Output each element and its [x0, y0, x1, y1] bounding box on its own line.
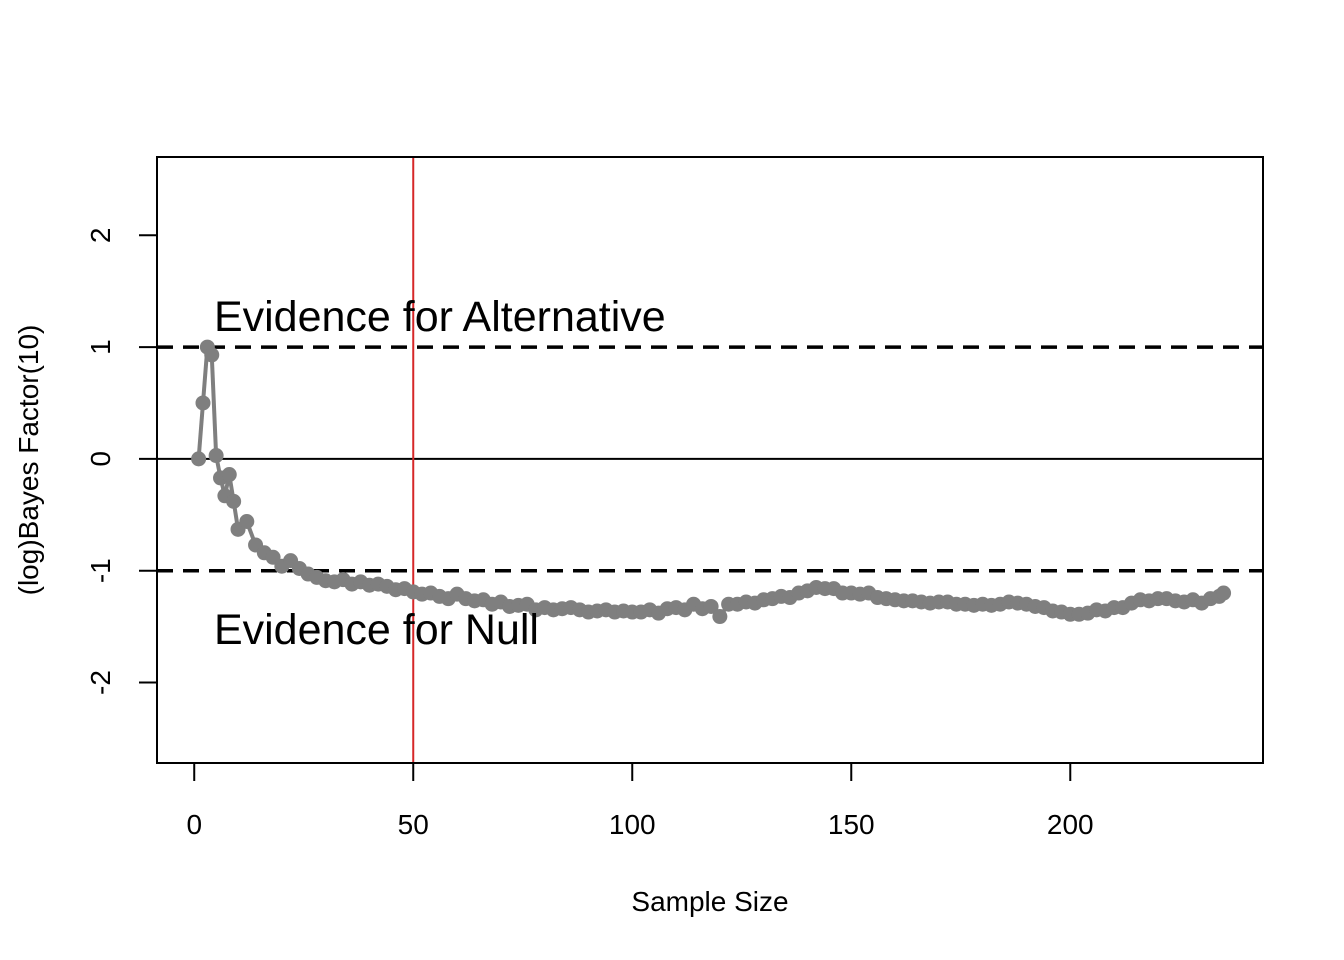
- x-tick-label: 50: [398, 809, 429, 840]
- y-tick-label: -1: [85, 558, 116, 583]
- plot-frame: [156, 156, 1264, 764]
- x-tick-label: 150: [828, 809, 875, 840]
- series-segment: [209, 354, 219, 456]
- data-series: [191, 339, 1232, 625]
- data-point: [712, 609, 728, 625]
- y-axis-title: (log)Bayes Factor(10): [13, 325, 44, 596]
- x-tick-label: 0: [186, 809, 202, 840]
- x-tick-label: 100: [609, 809, 656, 840]
- data-point: [195, 395, 211, 411]
- data-point: [204, 347, 220, 363]
- annotation-null: Evidence for Null: [214, 606, 539, 654]
- y-tick-label: 2: [85, 227, 116, 243]
- data-point: [221, 467, 237, 483]
- annotation-alternative: Evidence for Alternative: [214, 293, 666, 341]
- x-axis-title: Sample Size: [631, 886, 788, 917]
- y-tick-label: 0: [85, 451, 116, 467]
- y-axis: -2 -1 0 1 2: [85, 227, 157, 695]
- y-tick-label: 1: [85, 339, 116, 355]
- data-point: [239, 513, 255, 529]
- x-axis: 0 50 100 150 200: [186, 763, 1094, 840]
- series-segment: [196, 402, 205, 460]
- data-point: [208, 448, 224, 464]
- data-point: [191, 451, 207, 467]
- data-point: [703, 598, 719, 614]
- y-tick-label: -2: [85, 670, 116, 695]
- data-point: [226, 493, 242, 509]
- reference-lines: [157, 157, 1263, 763]
- x-tick-label: 200: [1047, 809, 1094, 840]
- data-point: [1216, 585, 1232, 601]
- annotations: Evidence for Alternative Evidence for Nul…: [214, 293, 666, 654]
